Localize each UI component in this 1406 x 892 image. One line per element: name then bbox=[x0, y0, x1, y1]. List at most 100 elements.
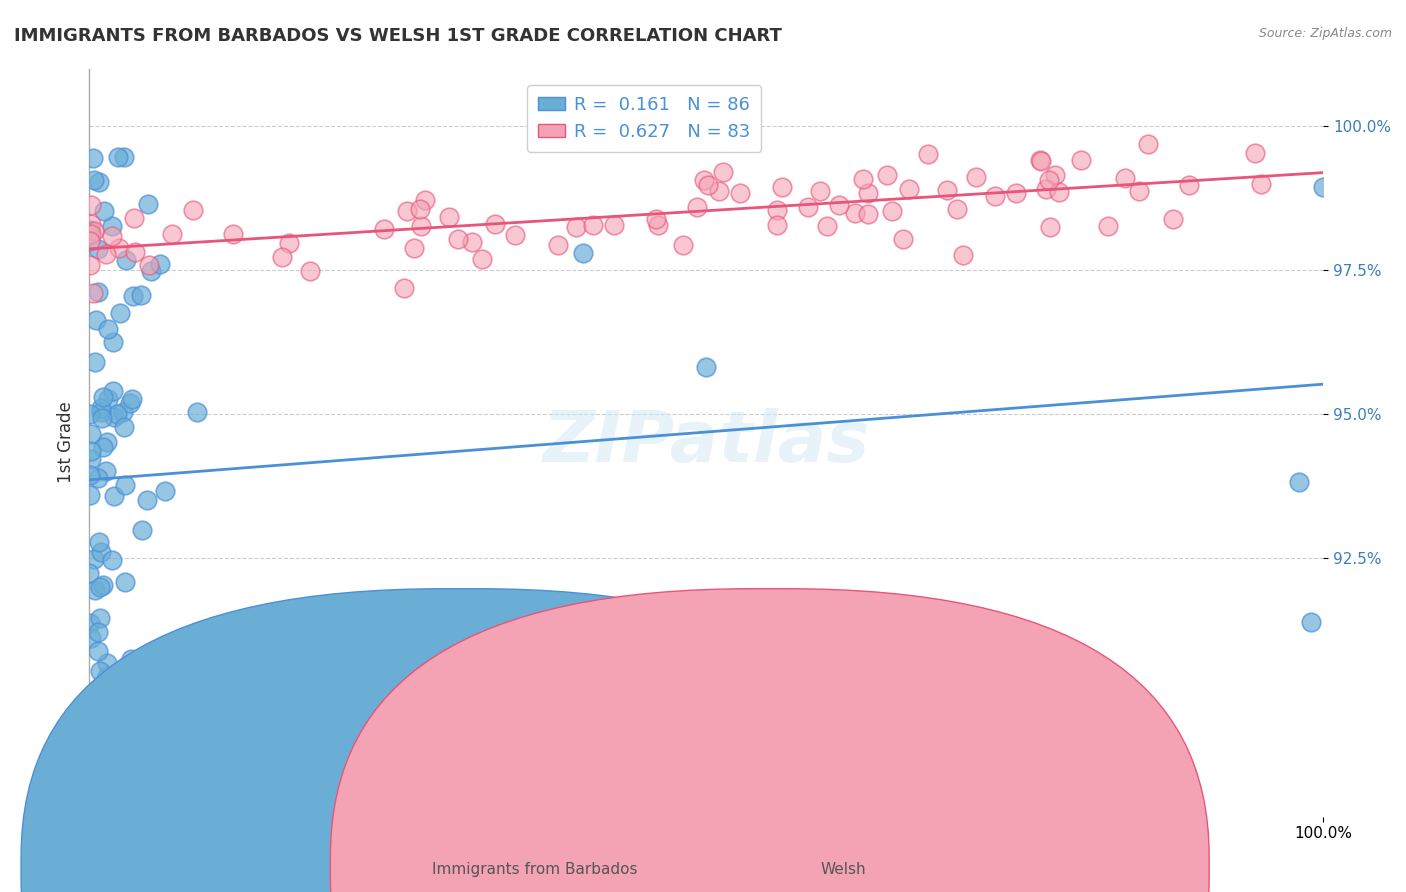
Immigrants from Barbados bbox=[129, 288, 152, 302]
Immigrants from Barbados bbox=[79, 407, 101, 421]
Immigrants from Barbados bbox=[103, 410, 125, 425]
Text: Welsh: Welsh bbox=[821, 863, 866, 877]
Welsh bbox=[409, 202, 432, 217]
Immigrants from Barbados bbox=[101, 219, 124, 233]
Welsh bbox=[1045, 169, 1067, 183]
Immigrants from Barbados bbox=[80, 631, 103, 645]
Text: IMMIGRANTS FROM BARBADOS VS WELSH 1ST GRADE CORRELATION CHART: IMMIGRANTS FROM BARBADOS VS WELSH 1ST GR… bbox=[14, 27, 782, 45]
Immigrants from Barbados bbox=[101, 335, 124, 350]
Immigrants from Barbados bbox=[112, 420, 135, 434]
Welsh bbox=[1114, 170, 1136, 185]
Immigrants from Barbados bbox=[83, 731, 105, 745]
Immigrants from Barbados bbox=[112, 405, 135, 419]
Welsh bbox=[83, 224, 105, 238]
Welsh bbox=[82, 285, 104, 300]
Immigrants from Barbados bbox=[103, 489, 125, 503]
Welsh bbox=[696, 178, 718, 193]
Welsh bbox=[271, 250, 294, 264]
Welsh bbox=[765, 218, 787, 232]
Welsh bbox=[100, 229, 122, 244]
Immigrants from Barbados bbox=[82, 748, 104, 763]
Welsh bbox=[79, 234, 101, 248]
Immigrants from Barbados bbox=[118, 701, 141, 715]
Welsh bbox=[766, 203, 789, 218]
Immigrants from Barbados bbox=[83, 552, 105, 566]
Immigrants from Barbados bbox=[121, 761, 143, 775]
Immigrants from Barbados bbox=[79, 223, 101, 237]
Immigrants from Barbados bbox=[100, 704, 122, 718]
Immigrants from Barbados bbox=[87, 175, 110, 189]
Welsh bbox=[1028, 153, 1050, 167]
Welsh bbox=[80, 227, 103, 242]
Immigrants from Barbados bbox=[87, 644, 110, 658]
Welsh bbox=[1047, 186, 1070, 200]
Immigrants from Barbados bbox=[96, 656, 118, 670]
Welsh bbox=[222, 227, 245, 241]
Welsh bbox=[108, 242, 131, 256]
Welsh bbox=[582, 218, 605, 232]
Welsh bbox=[1097, 219, 1119, 233]
Immigrants from Barbados bbox=[89, 611, 111, 625]
Welsh bbox=[124, 211, 146, 225]
Welsh bbox=[946, 202, 969, 216]
Immigrants from Barbados bbox=[96, 435, 118, 450]
Immigrants from Barbados bbox=[571, 245, 593, 260]
Immigrants from Barbados bbox=[90, 545, 112, 559]
Immigrants from Barbados bbox=[695, 359, 717, 374]
Welsh bbox=[471, 252, 494, 266]
Welsh bbox=[277, 235, 299, 250]
Immigrants from Barbados bbox=[100, 675, 122, 690]
Immigrants from Barbados bbox=[80, 703, 103, 717]
Immigrants from Barbados bbox=[80, 444, 103, 458]
Immigrants from Barbados bbox=[104, 739, 127, 753]
Immigrants from Barbados bbox=[139, 263, 162, 277]
Welsh bbox=[461, 235, 484, 250]
Welsh bbox=[936, 183, 959, 197]
Immigrants from Barbados bbox=[83, 354, 105, 368]
Welsh bbox=[852, 172, 875, 186]
Immigrants from Barbados bbox=[100, 553, 122, 567]
Welsh bbox=[882, 203, 904, 218]
Welsh bbox=[1031, 154, 1053, 169]
Welsh bbox=[647, 219, 669, 233]
Welsh bbox=[645, 211, 668, 226]
Immigrants from Barbados bbox=[77, 566, 100, 581]
Welsh bbox=[770, 180, 793, 194]
Welsh bbox=[1035, 182, 1057, 196]
Welsh bbox=[503, 228, 526, 243]
Immigrants from Barbados bbox=[94, 464, 117, 478]
Immigrants from Barbados bbox=[84, 313, 107, 327]
Immigrants from Barbados bbox=[84, 582, 107, 597]
Text: Source: ZipAtlas.com: Source: ZipAtlas.com bbox=[1258, 27, 1392, 40]
Welsh bbox=[1039, 219, 1062, 234]
Welsh bbox=[1163, 211, 1185, 226]
Immigrants from Barbados bbox=[93, 203, 115, 218]
Welsh bbox=[1250, 177, 1272, 191]
Immigrants from Barbados bbox=[121, 288, 143, 302]
Immigrants from Barbados bbox=[91, 440, 114, 454]
Immigrants from Barbados bbox=[97, 322, 120, 336]
Immigrants from Barbados bbox=[131, 750, 153, 764]
Immigrants from Barbados bbox=[89, 665, 111, 679]
Immigrants from Barbados bbox=[83, 173, 105, 187]
Welsh bbox=[876, 168, 898, 182]
Welsh bbox=[1136, 136, 1159, 151]
Immigrants from Barbados bbox=[120, 396, 142, 410]
Welsh bbox=[844, 206, 866, 220]
Welsh bbox=[728, 186, 751, 200]
Welsh bbox=[952, 248, 974, 262]
Immigrants from Barbados bbox=[87, 625, 110, 640]
Immigrants from Barbados bbox=[96, 668, 118, 682]
Welsh bbox=[856, 186, 879, 200]
Legend: R =  0.161   N = 86, R =  0.627   N = 83: R = 0.161 N = 86, R = 0.627 N = 83 bbox=[527, 85, 762, 152]
Welsh bbox=[160, 227, 183, 241]
Welsh bbox=[96, 247, 118, 261]
Immigrants from Barbados bbox=[97, 392, 120, 407]
Welsh bbox=[917, 147, 939, 161]
Welsh bbox=[603, 218, 626, 232]
Welsh bbox=[547, 237, 569, 252]
Immigrants from Barbados bbox=[80, 426, 103, 441]
Welsh bbox=[692, 173, 714, 187]
Welsh bbox=[828, 198, 851, 212]
Immigrants from Barbados bbox=[79, 747, 101, 762]
